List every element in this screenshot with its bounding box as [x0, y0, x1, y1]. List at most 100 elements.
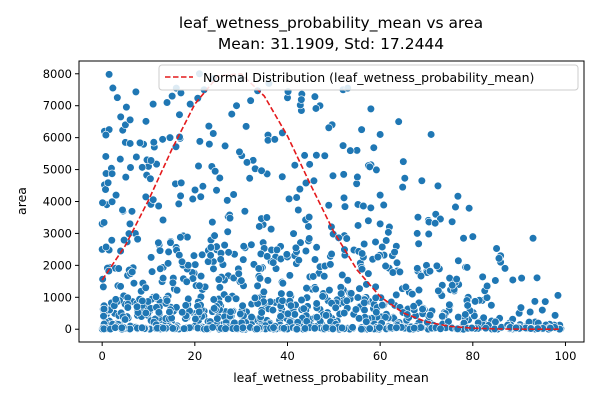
scatter-point [135, 138, 145, 147]
y-tick-label: 4000 [43, 195, 72, 209]
scatter-point [378, 242, 387, 252]
scatter-point [392, 290, 401, 299]
scatter-point [175, 110, 184, 119]
scatter-point [141, 192, 150, 201]
scatter-point [210, 231, 219, 240]
scatter-point [164, 247, 173, 257]
scatter-point [149, 100, 158, 109]
scatter-point [438, 281, 447, 290]
scatter-point [359, 201, 368, 211]
scatter-point [116, 282, 125, 291]
scatter-point [416, 271, 426, 281]
scatter-point [204, 122, 213, 131]
scatter-point [311, 104, 321, 113]
y-tick-label: 8000 [43, 67, 72, 81]
scatter-point [99, 282, 108, 291]
scatter-point [269, 323, 278, 332]
scatter-point [433, 181, 443, 190]
scatter-point [165, 307, 174, 317]
scatter-point [328, 324, 337, 334]
scatter-point [320, 272, 329, 281]
scatter-point [399, 157, 408, 166]
scatter-point [381, 261, 390, 271]
scatter-point [159, 274, 168, 283]
scatter-point [357, 125, 366, 134]
scatter-point [107, 197, 117, 206]
scatter-point [259, 287, 268, 297]
scatter-point [132, 302, 142, 311]
scatter-point [436, 324, 445, 333]
scatter-point [300, 324, 310, 333]
scatter-point [132, 152, 141, 162]
scatter-point [413, 229, 422, 238]
scatter-point [176, 191, 185, 200]
scatter-point [205, 140, 214, 149]
scatter-point [116, 112, 125, 121]
scatter-point [181, 301, 190, 310]
scatter-point [117, 323, 126, 332]
scatter-point [302, 284, 311, 293]
scatter-point [401, 282, 410, 292]
scatter-point [297, 95, 306, 104]
scatter-point [365, 324, 374, 333]
scatter-point [321, 323, 331, 332]
scatter-point [528, 234, 538, 243]
scatter-point [209, 264, 218, 273]
scatter-point [425, 267, 435, 276]
scatter-point [198, 182, 207, 191]
scatter-point [289, 229, 298, 238]
scatter-point [340, 308, 349, 318]
scatter-point [116, 155, 125, 164]
scatter-point [276, 312, 285, 321]
scatter-point [211, 167, 220, 176]
scatter-point [126, 139, 135, 148]
scatter-point [242, 158, 252, 167]
scatter-point [445, 300, 454, 309]
scatter-point [270, 135, 279, 144]
scatter-point [451, 202, 460, 212]
scatter-point [388, 268, 397, 277]
scatter-point [479, 313, 488, 322]
scatter-point [500, 264, 510, 273]
scatter-point [208, 323, 217, 332]
scatter-point [337, 323, 347, 333]
scatter-point [427, 130, 436, 139]
scatter-point [239, 255, 248, 264]
chart-subtitle: Mean: 31.1909, Std: 17.2444 [218, 35, 444, 53]
scatter-point [178, 308, 187, 317]
scatter-point [463, 301, 472, 310]
scatter-point [491, 276, 500, 285]
scatter-point [206, 251, 215, 260]
scatter-point [229, 190, 238, 199]
scatter-point [171, 142, 181, 151]
scatter-point [263, 252, 272, 261]
scatter-point [312, 243, 321, 252]
y-tick-label: 0 [65, 322, 72, 336]
scatter-point [311, 284, 320, 294]
scatter-point [267, 225, 276, 234]
scatter-point [272, 245, 282, 254]
scatter-point [409, 302, 418, 311]
scatter-point [214, 275, 223, 284]
scatter-point [126, 115, 135, 124]
scatter-point [263, 136, 273, 145]
y-tick-label: 6000 [43, 131, 72, 145]
scatter-point [278, 172, 287, 181]
scatter-point [165, 133, 175, 142]
scatter-point [168, 278, 177, 287]
scatter-point [465, 204, 474, 213]
scatter-point [121, 173, 130, 182]
scatter-point [414, 239, 423, 248]
scatter-point [310, 255, 320, 264]
scatter-point [227, 109, 236, 119]
scatter-point [129, 279, 139, 288]
scatter-point [189, 251, 199, 260]
scatter-point [182, 277, 191, 286]
scatter-point [414, 285, 424, 295]
scatter-point [177, 257, 187, 266]
scatter-point [126, 163, 135, 172]
scatter-point [343, 276, 352, 285]
scatter-point [339, 170, 348, 179]
scatter-point [448, 281, 457, 290]
scatter-point [364, 216, 373, 225]
